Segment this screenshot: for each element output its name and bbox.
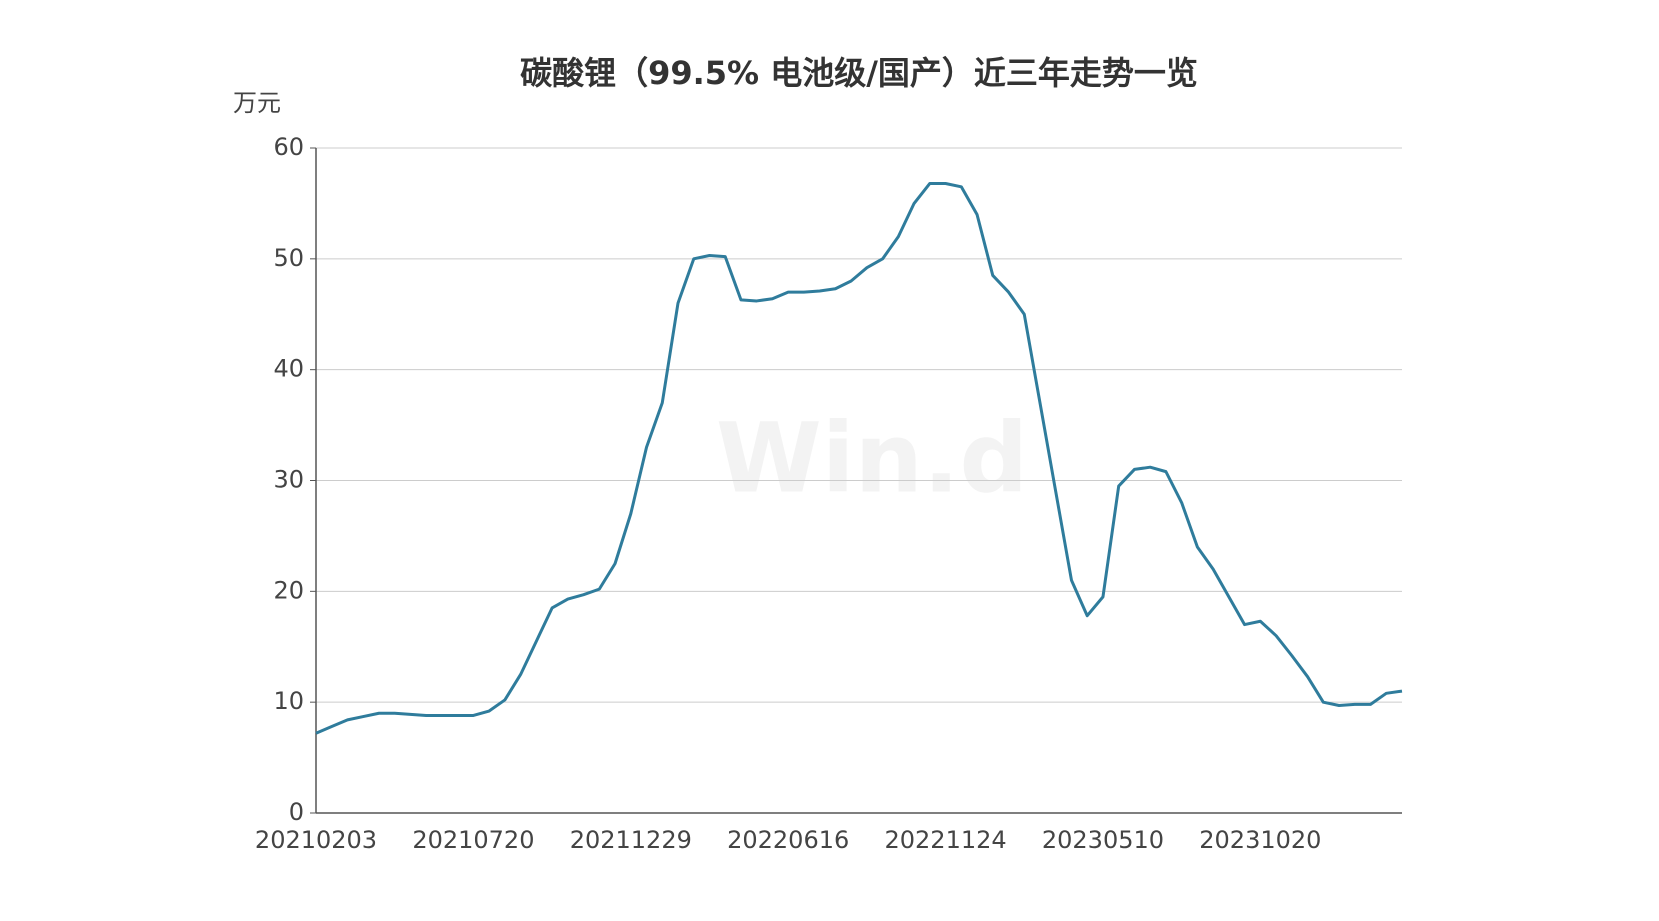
y-axis-label: 万元: [233, 89, 281, 117]
y-tick-label: 0: [289, 798, 304, 826]
x-tick-label: 20221124: [884, 826, 1006, 854]
x-tick-label: 20211229: [570, 826, 692, 854]
y-tick-label: 30: [273, 466, 304, 494]
y-tick-label: 50: [273, 244, 304, 272]
chart-title: 碳酸锂（99.5% 电池级/国产）近三年走势一览: [520, 54, 1198, 92]
line-series: [315, 181, 1403, 735]
x-tick-label: 20230510: [1042, 826, 1164, 854]
y-tick-label: 10: [273, 687, 304, 715]
x-tick-label: 20231020: [1199, 826, 1321, 854]
y-tick-label: 20: [273, 576, 304, 604]
x-tick-label: 20210203: [255, 826, 377, 854]
x-tick-label: 20220616: [727, 826, 849, 854]
x-tick-label: 20210720: [412, 826, 534, 854]
y-tick-label: 60: [273, 133, 304, 161]
y-tick-label: 40: [273, 355, 304, 383]
watermark: Win.d: [716, 402, 1028, 514]
